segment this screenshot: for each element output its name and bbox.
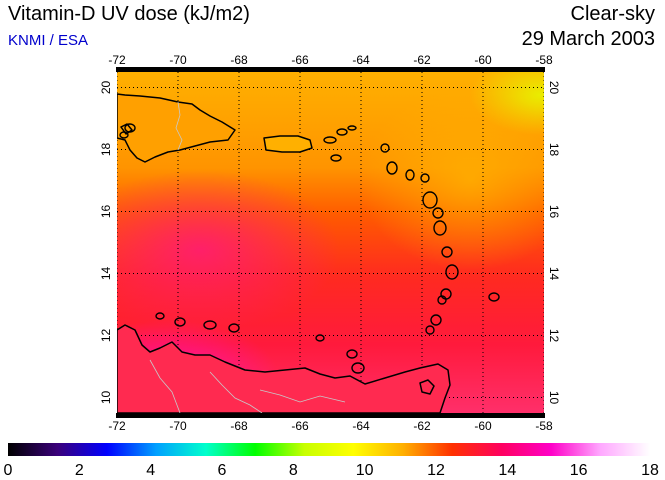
island-outline	[124, 123, 136, 133]
longitude-ticks-top: -72 -70 -68 -66 -64 -62 -60 -58	[108, 53, 553, 67]
colorbar: 0 2 4 6 8 10 12 14 16 18	[4, 443, 659, 479]
lon-tick-label-bottom: -58	[535, 419, 553, 433]
colorbar-ramp	[8, 443, 650, 456]
lon-tick-label-bottom: -68	[230, 419, 248, 433]
colorbar-tick-label: 10	[356, 462, 374, 479]
colorbar-tick-label: 16	[570, 462, 588, 479]
lat-tick-label-right: 20	[547, 81, 561, 95]
lon-tick-label-bottom: -72	[108, 419, 126, 433]
island-outline	[174, 317, 186, 327]
island-outline	[430, 314, 442, 326]
lat-tick-label-left: 10	[99, 391, 113, 405]
lat-tick-label-left: 12	[99, 329, 113, 343]
longitude-ticks-bottom: -72 -70 -68 -66 -64 -62 -60 -58	[108, 419, 553, 433]
trinidad-coastline	[419, 379, 435, 395]
island-outline	[441, 246, 453, 258]
lat-tick-label-right: 14	[547, 267, 561, 281]
island-outline	[433, 220, 447, 236]
colorbar-tick-label: 18	[641, 462, 659, 479]
colorbar-tick-label: 6	[218, 462, 227, 479]
island-outline	[228, 323, 240, 333]
map-title: Vitamin-D UV dose (kJ/m2)	[8, 3, 250, 25]
lon-tick-label-bottom: -60	[474, 419, 492, 433]
lon-tick-label-bottom: -70	[169, 419, 187, 433]
island-outline	[488, 292, 500, 302]
lat-tick-label-right: 16	[547, 205, 561, 219]
island-outline	[386, 161, 398, 175]
island-outline	[425, 325, 435, 335]
lat-tick-label-left: 14	[99, 267, 113, 281]
colorbar-tick-label: 14	[498, 462, 516, 479]
island-outline	[420, 173, 430, 183]
lon-tick-label-bottom: -62	[413, 419, 431, 433]
latitude-ticks-right: 10 12 14 16 18 20	[547, 81, 561, 405]
island-outline	[405, 169, 415, 181]
lat-tick-label-right: 18	[547, 143, 561, 157]
island-outlines	[119, 123, 500, 374]
island-outline	[445, 264, 459, 280]
lon-tick-label-top: -58	[535, 53, 553, 67]
island-outline	[323, 136, 337, 144]
lon-tick-label-bottom: -64	[352, 419, 370, 433]
puerto-rico-coastline	[263, 135, 313, 153]
island-outline	[315, 334, 325, 342]
lon-tick-label-top: -60	[474, 53, 492, 67]
lon-tick-label-top: -70	[169, 53, 187, 67]
lat-tick-label-right: 12	[547, 329, 561, 343]
island-outline	[432, 207, 444, 219]
lon-tick-label-top: -72	[108, 53, 126, 67]
island-outline	[380, 143, 390, 153]
latitude-ticks-left: 10 12 14 16 18 20	[99, 81, 113, 405]
lon-tick-label-top: -64	[352, 53, 370, 67]
date-label: 29 March 2003	[521, 28, 655, 50]
lon-tick-label-top: -68	[230, 53, 248, 67]
island-outline	[336, 128, 348, 136]
colorbar-tick-label: 2	[75, 462, 84, 479]
colorbar-tick-label: 0	[4, 462, 13, 479]
island-outline	[351, 362, 365, 374]
map-frame	[116, 67, 545, 418]
south-america-coastline	[117, 324, 451, 413]
lon-tick-label-bottom: -66	[291, 419, 309, 433]
island-outline	[155, 312, 165, 320]
island-outline	[203, 320, 217, 330]
credit-label: KNMI / ESA	[8, 32, 89, 49]
lat-tick-label-left: 20	[99, 81, 113, 95]
island-outline	[330, 154, 342, 162]
country-borders	[149, 101, 346, 413]
lat-tick-label-left: 18	[99, 143, 113, 157]
lat-tick-label-left: 16	[99, 205, 113, 219]
lon-tick-label-top: -62	[413, 53, 431, 67]
island-outline	[346, 349, 358, 359]
lat-tick-label-right: 10	[547, 391, 561, 405]
island-outline	[347, 125, 357, 131]
colorbar-tick-label: 8	[289, 462, 298, 479]
lon-tick-label-top: -66	[291, 53, 309, 67]
colorbar-tick-label: 4	[146, 462, 155, 479]
colorbar-tick-label: 12	[427, 462, 445, 479]
island-outline	[437, 295, 447, 305]
island-outline	[422, 191, 438, 209]
sky-condition-label: Clear-sky	[570, 3, 655, 25]
island-outline	[119, 131, 129, 139]
